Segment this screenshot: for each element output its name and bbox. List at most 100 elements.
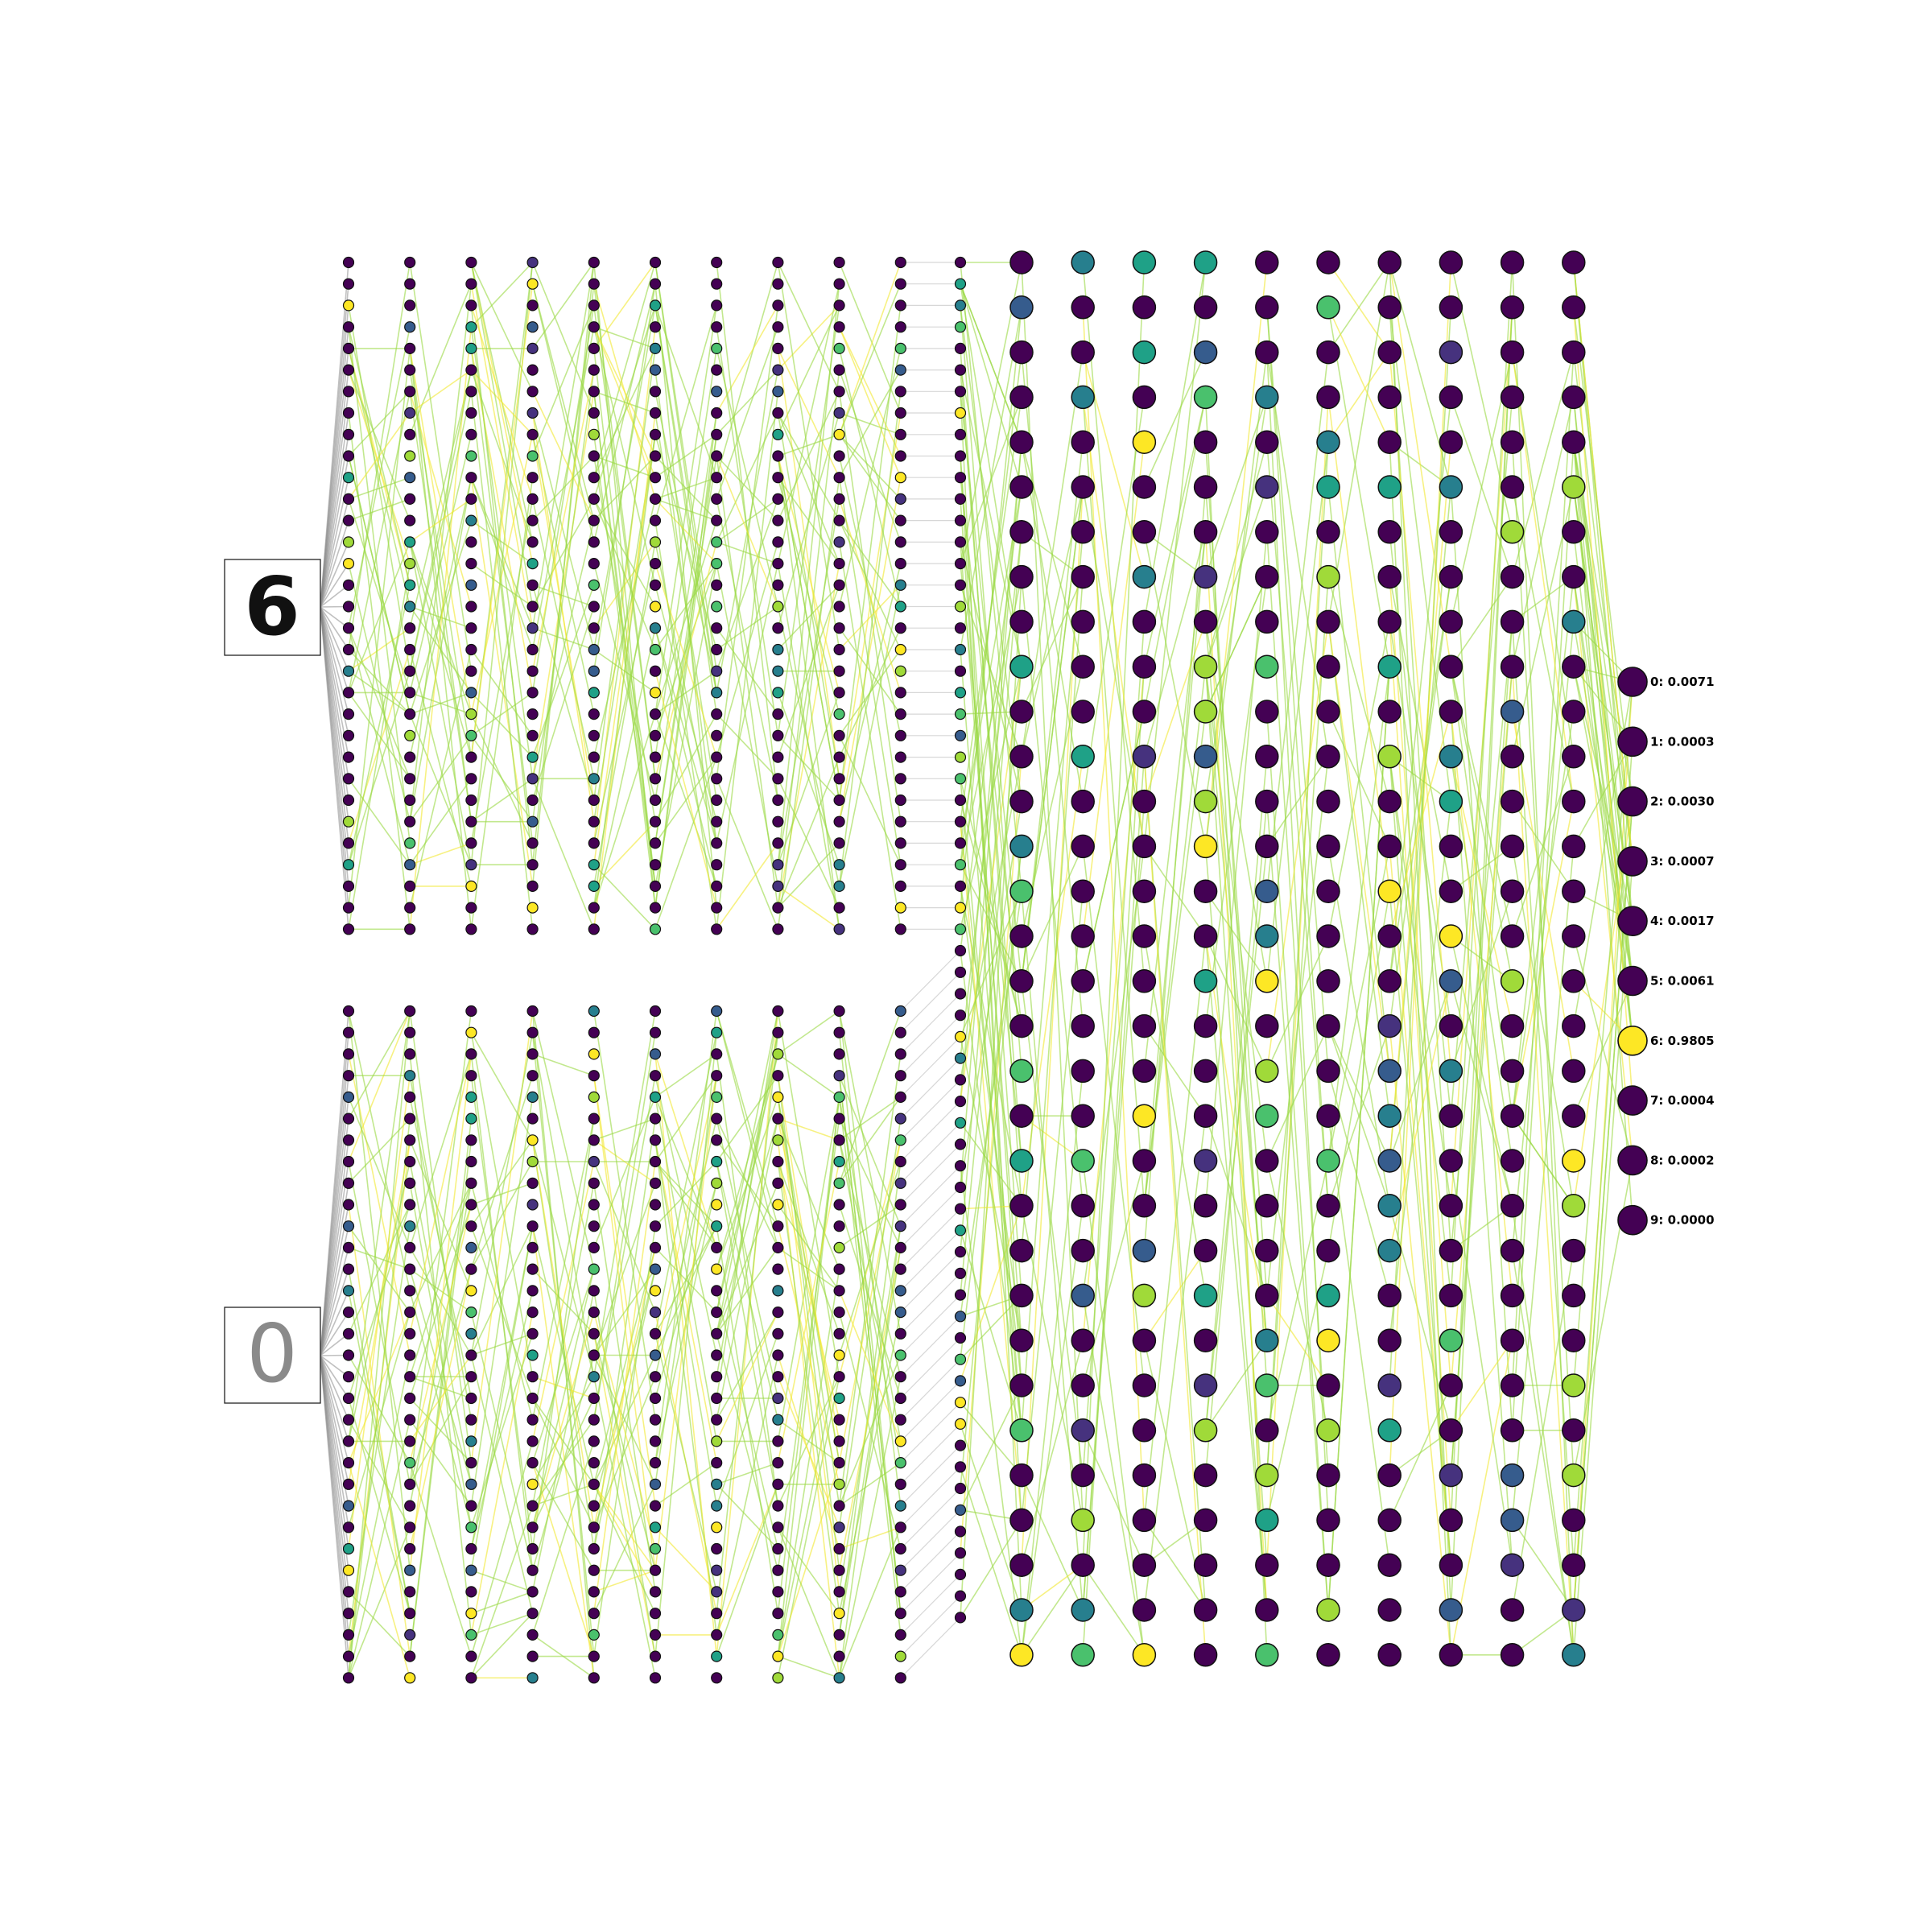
hidden-edge	[593, 1355, 656, 1485]
flatten-neuron-node	[954, 1181, 967, 1194]
hidden-edge	[593, 283, 656, 671]
flatten-edge	[900, 1574, 961, 1636]
conv-neuron-node	[588, 687, 600, 699]
dense-neuron-node	[1255, 1104, 1279, 1128]
conv-neuron-node	[342, 472, 355, 484]
dense-neuron-node	[1562, 1283, 1586, 1308]
conv-neuron-node	[465, 815, 477, 828]
conv-neuron-node	[649, 815, 662, 828]
hidden-edge	[716, 563, 779, 844]
dense-edge	[1082, 397, 1146, 802]
hidden-edge	[470, 1311, 534, 1571]
conv-neuron-node	[404, 450, 416, 462]
dense-neuron-node	[1562, 879, 1586, 903]
conv-neuron-node	[465, 1564, 477, 1576]
dense-neuron-node	[1500, 1553, 1525, 1577]
hidden-edge	[531, 1226, 595, 1678]
conv-neuron-node	[711, 643, 723, 656]
dense-edge	[960, 950, 1022, 1430]
flatten-edge	[900, 993, 961, 1055]
dense-neuron-node	[1439, 609, 1463, 634]
conv-neuron-node	[772, 902, 784, 914]
conv-neuron-node	[833, 794, 845, 807]
hidden-edge	[716, 1118, 779, 1249]
conv-neuron-node	[404, 1285, 416, 1297]
hidden-edge	[716, 1010, 779, 1227]
dense-neuron-node	[1132, 609, 1157, 634]
conv-neuron-node	[894, 601, 906, 613]
hidden-edge	[531, 1118, 595, 1420]
conv-neuron-node	[649, 794, 662, 807]
dense-edge	[1204, 1115, 1268, 1296]
hidden-edge	[348, 1010, 411, 1442]
conv-neuron-node	[342, 859, 355, 871]
conv-neuron-node	[711, 708, 723, 720]
hidden-edge	[348, 691, 411, 779]
conv-neuron-node	[526, 1564, 539, 1576]
conv-neuron-node	[588, 364, 600, 376]
dense-neuron-node	[1193, 1013, 1218, 1038]
hidden-edge	[654, 412, 717, 801]
conv-neuron-node	[588, 1672, 600, 1684]
conv-neuron-node	[342, 601, 355, 613]
hidden-edge	[654, 456, 717, 844]
conv-neuron-node	[711, 1521, 723, 1534]
dense-edge	[1082, 486, 1146, 847]
conv-neuron-node	[772, 751, 784, 763]
conv-neuron-node	[833, 1371, 845, 1383]
conv-neuron-node	[833, 1005, 845, 1018]
dense-edge	[1266, 442, 1329, 1206]
flatten-neuron-node	[954, 493, 967, 506]
conv-neuron-node	[342, 514, 355, 526]
conv-neuron-node	[404, 859, 416, 871]
hidden-edge	[777, 1526, 840, 1614]
dense-neuron-node	[1500, 1104, 1525, 1128]
conv-neuron-node	[526, 1091, 539, 1104]
conv-neuron-node	[894, 708, 906, 720]
conv-neuron-node	[833, 601, 845, 613]
output-edge	[1573, 262, 1633, 861]
conv-neuron-node	[526, 1435, 539, 1447]
conv-neuron-node	[342, 1650, 355, 1662]
conv-neuron-node	[649, 407, 662, 419]
conv-neuron-node	[894, 1564, 906, 1576]
dense-edge	[960, 846, 1022, 1489]
conv-neuron-node	[772, 450, 784, 462]
dense-neuron-node	[1132, 295, 1157, 320]
dense-neuron-node	[1377, 969, 1402, 993]
conv-neuron-node	[711, 1392, 723, 1405]
conv-neuron-node	[894, 407, 906, 419]
conv-neuron-node	[772, 256, 784, 269]
output-node-1: 1: 0.0003	[1617, 726, 1715, 758]
dense-neuron-node	[1377, 250, 1402, 275]
conv-neuron-node	[894, 643, 906, 656]
dense-edge	[960, 799, 1022, 1026]
conv-neuron-node	[711, 1478, 723, 1490]
conv-neuron-node	[465, 1542, 477, 1555]
conv-neuron-node	[649, 1672, 662, 1684]
dense-neuron-node	[1193, 654, 1218, 679]
dense-neuron-node	[1377, 745, 1402, 769]
conv-neuron-node	[772, 880, 784, 893]
dense-neuron-node	[1500, 879, 1525, 903]
dense-neuron-node	[1193, 1598, 1218, 1622]
dense-neuron-node	[1500, 1643, 1525, 1667]
dense-neuron-node	[1377, 1283, 1402, 1308]
conv-neuron-node	[588, 1220, 600, 1232]
dense-edge	[1327, 307, 1390, 443]
flatten-edge	[900, 972, 961, 1034]
hidden-edge	[777, 456, 840, 801]
conv-neuron-node	[526, 1414, 539, 1426]
conv-neuron-node	[588, 428, 600, 440]
conv-neuron-node	[772, 1542, 784, 1555]
dense-edge	[1450, 262, 1513, 1296]
hidden-edge	[716, 1054, 779, 1506]
conv-neuron-node	[649, 342, 662, 354]
input-digit-bottom: 0	[246, 1307, 298, 1401]
hidden-edge	[470, 1355, 534, 1614]
hidden-edge	[348, 1397, 411, 1614]
conv-neuron-node	[649, 364, 662, 376]
dense-edge	[960, 1402, 1022, 1476]
hidden-edge	[531, 412, 595, 822]
hidden-edge	[654, 1247, 717, 1313]
